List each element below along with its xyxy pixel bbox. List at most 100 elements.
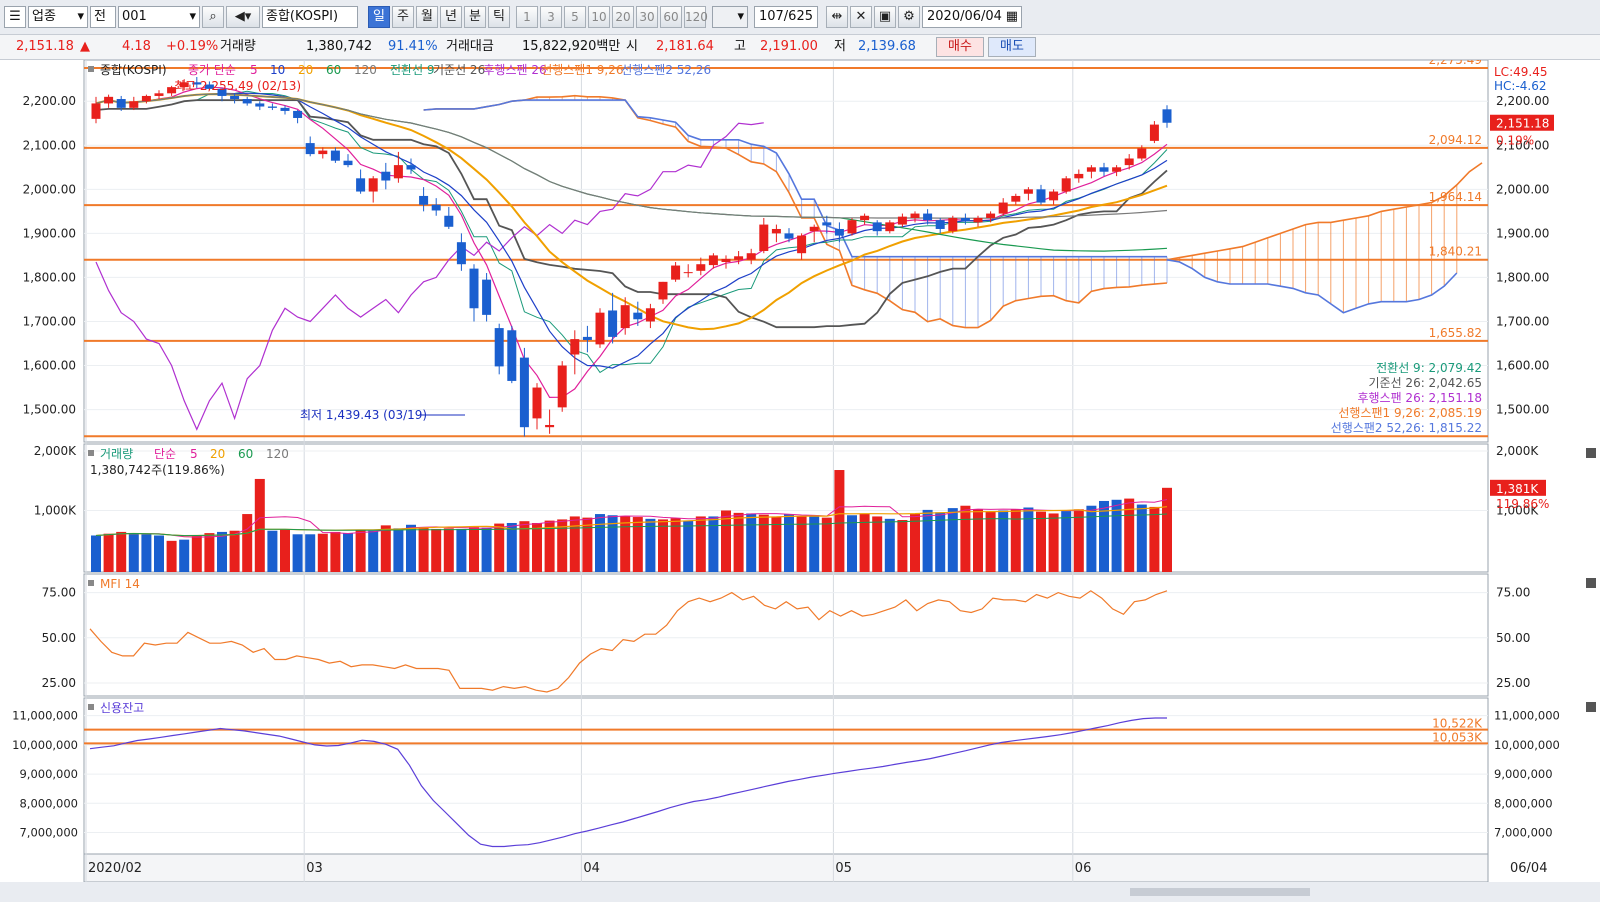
candle-body [582, 336, 592, 340]
y-tick-label: 50.00 [42, 631, 76, 645]
candle-body [431, 204, 441, 211]
candle-body [897, 216, 907, 225]
tab-period-4[interactable]: 분 [464, 6, 486, 28]
chevron-down-icon: ▾ [189, 9, 196, 24]
volume-bar [1086, 505, 1097, 572]
close-icon[interactable] [1586, 448, 1596, 458]
y-tick-label: 7,000,000 [19, 825, 78, 839]
candle-body [872, 222, 882, 232]
volume-bar [910, 514, 920, 572]
candle-body [192, 82, 202, 85]
interval-button-3[interactable]: 3 [540, 6, 562, 28]
y-tick-label-right: 1,500.00 [1496, 403, 1549, 417]
legend-ma-period: 120 [354, 63, 377, 77]
tab-period-0[interactable]: 일 [368, 6, 390, 28]
ma120-line [95, 93, 1168, 219]
candle-body [381, 171, 391, 181]
candle-body [141, 95, 151, 102]
volume-legend-period: 20 [210, 447, 225, 461]
volume-bar [242, 514, 253, 572]
y-tick-label: 2,100.00 [23, 138, 76, 152]
buy-button[interactable]: 매수 [936, 37, 984, 57]
amount-label: 거래대금 [446, 39, 494, 54]
y-tick-label: 1,800.00 [23, 270, 76, 284]
candle-body [784, 233, 794, 239]
legend-ichimoku: 선행스팬1 9,26 [541, 62, 623, 77]
candle-body [746, 253, 756, 260]
candle-body [368, 178, 378, 192]
high-label: 고 [734, 39, 746, 54]
volume-ma60-line [95, 513, 1168, 537]
split-icon[interactable]: ⇹ [826, 6, 848, 28]
volume-bar [809, 515, 820, 572]
y-tick-label-right: 1,000K [1496, 503, 1539, 517]
y-tick-label-right: 2,100.00 [1496, 138, 1549, 152]
volume-bar [406, 524, 416, 572]
tab-period-2[interactable]: 월 [416, 6, 438, 28]
scroll-thumb [1130, 888, 1310, 896]
volume-bar [330, 531, 341, 572]
sell-button[interactable]: 매도 [988, 37, 1036, 57]
interval-button-30[interactable]: 30 [636, 6, 658, 28]
legend-ma-period: 20 [298, 63, 313, 77]
x-tick-label: 06 [1075, 861, 1092, 876]
volume-bar [897, 520, 908, 572]
date-input[interactable]: 2020/06/04 ▦ [922, 6, 1022, 28]
candle-body [860, 215, 870, 221]
close-icon[interactable] [1586, 578, 1596, 588]
y-tick-label: 8,000,000 [19, 796, 78, 810]
candle-body [494, 328, 504, 367]
candle-body [822, 222, 832, 226]
y-tick-label: 1,600.00 [23, 359, 76, 373]
y-tick-label: 1,900.00 [23, 226, 76, 240]
chart-area[interactable]: 2020/02 03 04 05 06 06/04 2,200.00 2,200.00 2,10… [0, 60, 1600, 902]
interval-button-60[interactable]: 60 [660, 6, 682, 28]
volume-bar [154, 535, 164, 572]
volume-bar [443, 528, 454, 572]
interval-button-5[interactable]: 5 [564, 6, 586, 28]
ichimoku-readout: 후행스팬 26: 2,151.18 [1357, 390, 1482, 405]
speaker-icon[interactable]: ◀▾ [226, 6, 260, 28]
leading-span1-line [1166, 162, 1483, 261]
support-level-label: 2,094.12 [1429, 133, 1482, 147]
legend-ichimoku: 전환선 9 [390, 63, 435, 77]
gear-icon[interactable]: ⚙ [898, 6, 920, 28]
volume-bar [469, 527, 479, 572]
save-icon[interactable]: ▣ [874, 6, 896, 28]
credit-balance-line [89, 717, 1167, 848]
code-input[interactable]: 001 ▾ [118, 6, 200, 28]
volume-bar [834, 470, 845, 572]
ichimoku-readout: 전환선 9: 2,079.42 [1376, 361, 1482, 375]
index-name-field: 종합(KOSPI) [262, 6, 358, 28]
candle-body [759, 224, 769, 251]
volume-bar [658, 519, 668, 572]
volume-legend-title: 거래량 [100, 447, 133, 461]
volume-bar [1136, 504, 1147, 572]
interval-button-120[interactable]: 120 [684, 6, 708, 28]
calendar-icon: ▦ [1005, 9, 1018, 24]
tab-period-1[interactable]: 주 [392, 6, 414, 28]
crosshair-icon[interactable]: ✕ [850, 6, 872, 28]
custom-interval-input[interactable]: ▾ [712, 6, 748, 28]
search-icon[interactable]: ⌕ [202, 6, 224, 28]
panel-frame-price [83, 60, 1489, 443]
candle-body [444, 215, 454, 227]
market-select[interactable]: 업종 ▾ [28, 6, 88, 28]
y-tick-label: 75.00 [42, 586, 76, 600]
scope-select[interactable]: 전 [90, 6, 116, 28]
y-tick-label: 2,000.00 [23, 182, 76, 196]
close-icon[interactable] [1586, 702, 1596, 712]
volume-bar [317, 533, 328, 572]
x-tick-label: 05 [835, 861, 852, 876]
menu-icon[interactable]: ☰ [4, 6, 26, 28]
interval-button-20[interactable]: 20 [612, 6, 634, 28]
candle-body [469, 268, 479, 309]
volume-bar [1061, 511, 1072, 572]
tab-period-5[interactable]: 틱 [488, 6, 510, 28]
market-select-value: 업종 [32, 9, 56, 24]
candle-body [1099, 167, 1109, 172]
tab-period-3[interactable]: 년 [440, 6, 462, 28]
y-tick-label-right: 2,000K [1496, 444, 1539, 458]
interval-button-1[interactable]: 1 [516, 6, 538, 28]
interval-button-10[interactable]: 10 [588, 6, 610, 28]
